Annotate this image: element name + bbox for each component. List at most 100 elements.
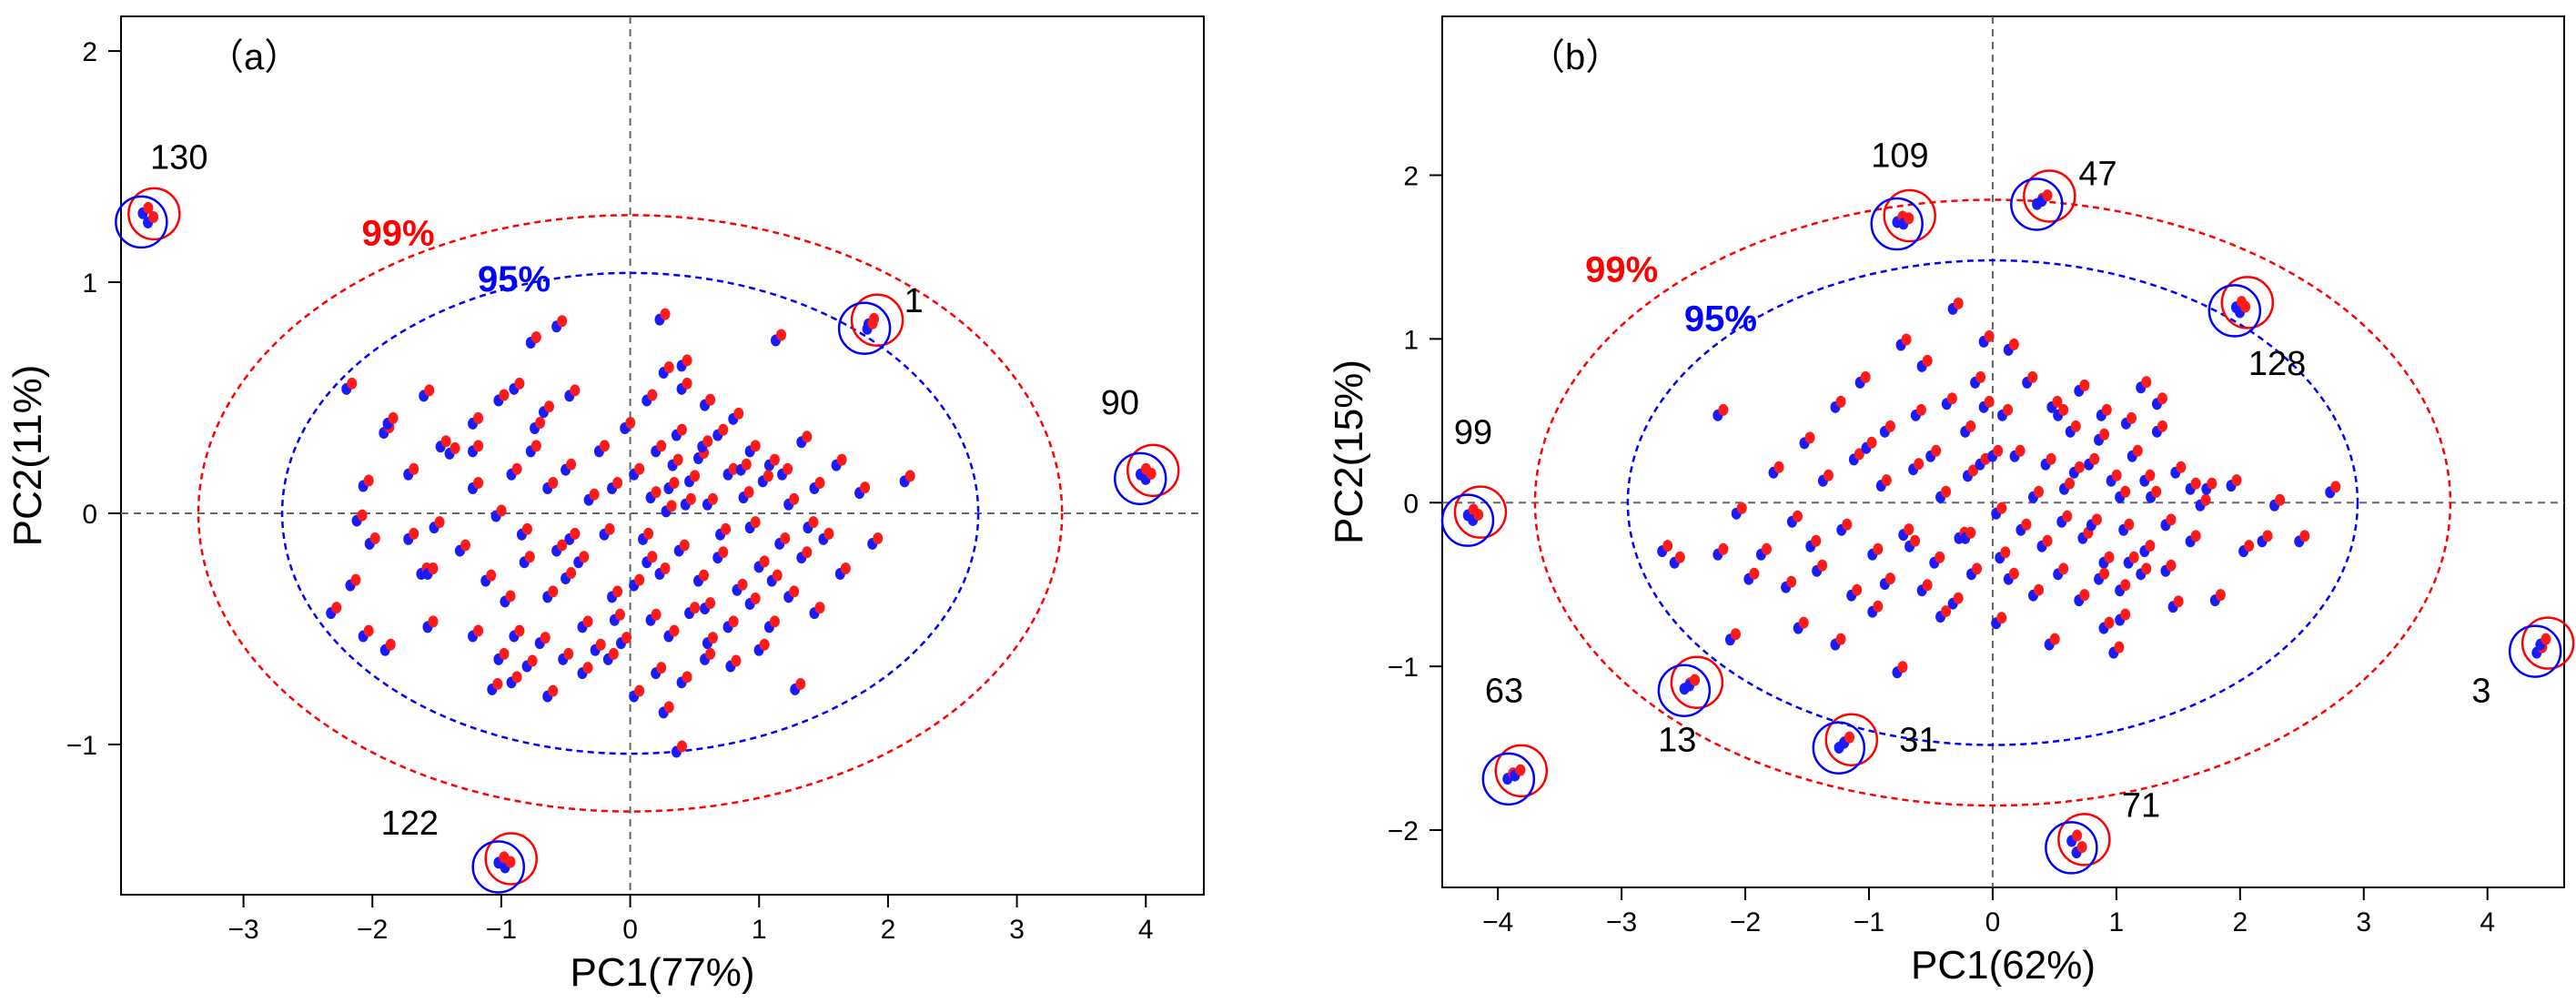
outlier-label-71: 71 — [2122, 787, 2160, 826]
data-point-red — [759, 638, 770, 651]
data-point-red — [566, 567, 577, 580]
data-point-red — [660, 562, 671, 574]
data-point-red — [705, 597, 716, 610]
data-point-red — [2157, 420, 2167, 432]
data-point-red — [2003, 403, 2014, 416]
data-point-red — [595, 638, 606, 651]
x-tick-label: −4 — [1482, 907, 1513, 937]
outlier-label-63: 63 — [1485, 673, 1523, 711]
data-point-red — [608, 647, 619, 660]
data-point-red — [357, 509, 368, 522]
data-point-red — [682, 671, 692, 684]
data-point-red — [563, 647, 574, 660]
data-point-red — [2190, 477, 2201, 490]
y-axis-label: PC2(15%) — [1327, 360, 1371, 544]
data-point-red — [1915, 403, 1926, 416]
outlier-ring-red — [127, 187, 181, 241]
data-point-red — [524, 551, 535, 563]
data-point-red — [1749, 567, 1760, 580]
data-point-red — [604, 522, 615, 535]
data-point-red — [1922, 579, 1933, 592]
data-point-red — [2157, 392, 2167, 405]
data-point-red — [363, 474, 374, 487]
data-point-red — [369, 532, 380, 544]
data-point-red — [666, 500, 677, 512]
data-point-red — [540, 632, 551, 644]
data-point-red — [1873, 600, 1884, 613]
outlier-label-90: 90 — [1101, 384, 1139, 422]
data-point-red — [795, 677, 806, 690]
data-point-red — [2042, 534, 2053, 547]
data-point-red — [1922, 354, 1933, 367]
data-point-red — [450, 441, 460, 454]
data-point-red — [867, 317, 878, 329]
outlier-ring-red — [1494, 744, 1549, 798]
y-tick-label: 2 — [1403, 161, 1419, 191]
outlier-ring-red — [2520, 616, 2575, 670]
outlier-ring-red — [1453, 485, 1508, 539]
data-point-red — [2099, 428, 2110, 441]
data-point-red — [1811, 534, 1822, 547]
data-point-red — [769, 615, 780, 628]
data-point-red — [1935, 551, 1945, 563]
data-point-red — [733, 407, 744, 420]
data-point-red — [2021, 518, 2032, 531]
y-axis-label: PC2(11%) — [5, 365, 50, 547]
outlier-label-47: 47 — [2078, 155, 2116, 193]
data-point-red — [499, 389, 510, 401]
data-point-red — [789, 492, 800, 505]
data-point-red — [1984, 395, 1995, 408]
data-point-red — [2151, 485, 2162, 498]
data-point-red — [1761, 542, 1772, 555]
data-point-red — [2200, 493, 2211, 506]
outlier-label-1: 1 — [904, 282, 924, 320]
data-point-red — [2058, 562, 2069, 575]
panel-label: （b） — [1529, 37, 1621, 77]
data-point-red — [148, 210, 159, 223]
data-point-red — [763, 470, 773, 482]
data-point-red — [2231, 474, 2242, 487]
data-point-red — [2049, 633, 2060, 645]
data-point-red — [2275, 493, 2286, 506]
data-point-red — [1690, 674, 1701, 686]
panel-label: （a） — [207, 37, 300, 77]
data-point-red — [434, 516, 445, 529]
data-point-red — [2000, 546, 2011, 559]
data-point-red — [2008, 567, 2019, 580]
y-tick-label: 1 — [1403, 325, 1419, 355]
data-point-red — [535, 416, 546, 429]
x-tick-label: 4 — [1138, 915, 1154, 945]
data-point-red — [2104, 616, 2115, 629]
data-point-red — [589, 488, 600, 501]
outlier-label-13: 13 — [1658, 722, 1696, 760]
data-point-red — [347, 377, 358, 390]
data-point-red — [1674, 551, 1685, 563]
data-point-red — [1984, 329, 1995, 342]
outlier-ring-blue — [837, 301, 892, 355]
data-point-red — [143, 201, 154, 214]
data-point-red — [672, 453, 683, 466]
data-point-red — [1953, 297, 1964, 309]
data-point-red — [814, 602, 825, 614]
data-point-red — [1817, 559, 1828, 572]
data-point-red — [1953, 592, 1964, 604]
data-point-red — [669, 624, 680, 637]
data-point-red — [656, 440, 667, 452]
confidence-label-99: 99% — [1585, 249, 1658, 289]
data-point-red — [2262, 530, 2273, 542]
data-point-red — [499, 851, 510, 864]
data-point-red — [1884, 572, 1895, 585]
data-point-red — [1730, 628, 1741, 641]
y-tick-label: 0 — [1403, 489, 1419, 519]
outlier-ring-blue — [1440, 493, 1495, 547]
data-point-red — [350, 573, 361, 586]
data-point-red — [1967, 464, 1978, 477]
data-point-red — [385, 638, 396, 651]
data-point-red — [1996, 502, 2007, 514]
data-point-red — [836, 453, 847, 466]
data-point-red — [759, 555, 770, 568]
data-point-red — [1975, 370, 1986, 383]
outlier-ring-blue — [1481, 752, 1536, 806]
x-tick-label: −2 — [1730, 907, 1761, 937]
data-point-red — [2166, 559, 2177, 572]
